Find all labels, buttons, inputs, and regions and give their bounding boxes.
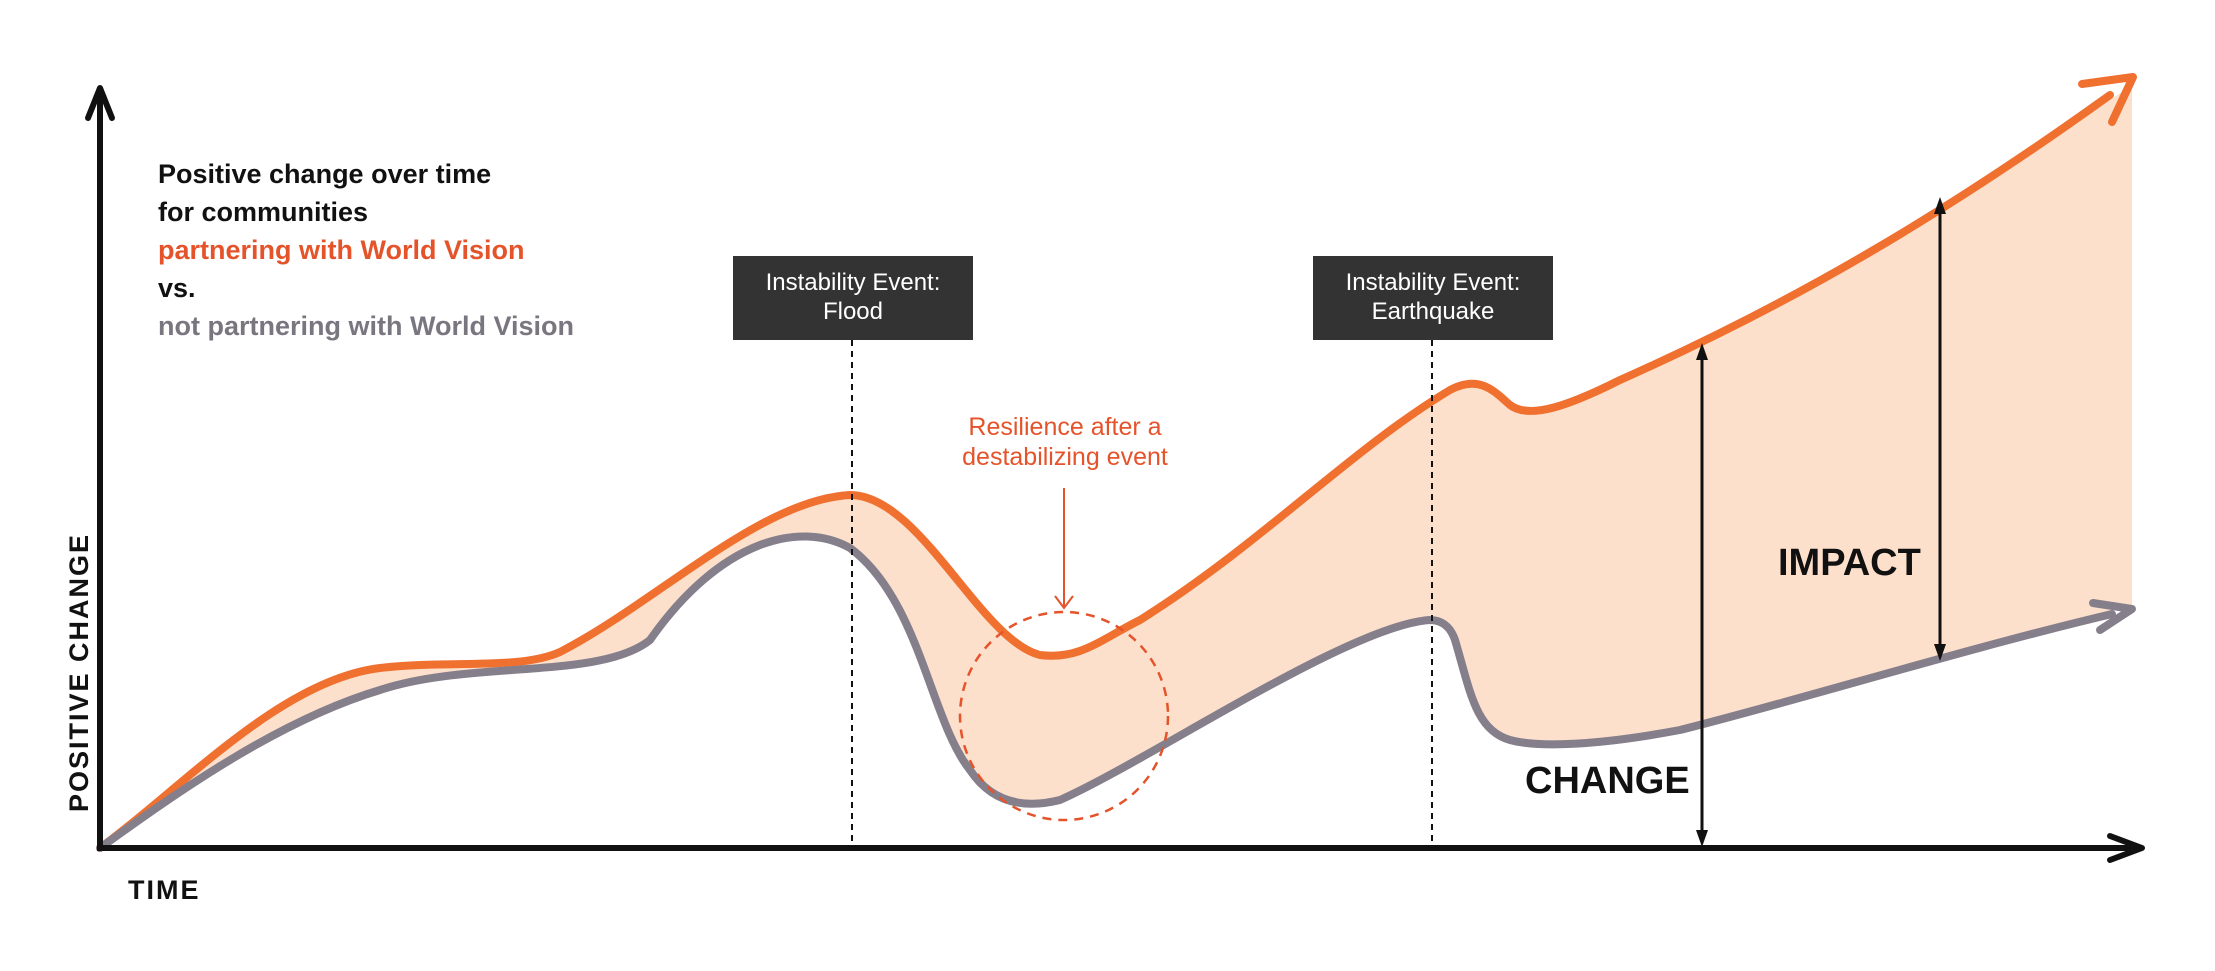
earthquake-event-box: Instability Event: Earthquake xyxy=(1313,256,1553,340)
change-arrow-bottom xyxy=(1696,830,1708,847)
legend-title-line-2: for communities xyxy=(158,197,369,227)
resilience-line-1: Resilience after a xyxy=(968,413,1162,441)
change-label: CHANGE xyxy=(1525,760,1690,802)
earthquake-event-title: Instability Event: xyxy=(1345,269,1521,296)
impact-arrow-bottom xyxy=(1934,644,1946,661)
x-axis-arrowhead xyxy=(2107,833,2145,863)
legend-title-line-1: Positive change over time xyxy=(158,159,492,189)
earthquake-event-name: Earthquake xyxy=(1371,298,1495,325)
change-arrow-top xyxy=(1696,343,1708,360)
y-axis-label: POSITIVE CHANGE xyxy=(64,532,94,812)
legend-vs: vs. xyxy=(158,273,196,303)
y-axis-arrowhead xyxy=(85,85,115,121)
impact-label: IMPACT xyxy=(1778,542,1921,584)
legend: Positive change over time for communitie… xyxy=(158,155,574,345)
partnering-curve xyxy=(96,91,2114,852)
resilience-arrowhead xyxy=(1054,595,1074,610)
resilience-circle xyxy=(958,610,1170,822)
not-partnering-curve xyxy=(96,532,2116,852)
impact-arrow-top xyxy=(1934,197,1946,214)
legend-not-partnering: not partnering with World Vision xyxy=(158,311,574,341)
flood-event-name: Flood xyxy=(822,298,884,325)
not-partnering-arrowhead xyxy=(2089,599,2136,634)
resilience-annotation: Resilience after a destabilizing event xyxy=(920,412,1210,472)
x-axis-label: TIME xyxy=(128,875,201,905)
legend-partnering: partnering with World Vision xyxy=(158,235,525,265)
partnering-arrowhead xyxy=(2078,73,2137,126)
flood-event-title: Instability Event: xyxy=(765,269,941,296)
resilience-line-2: destabilizing event xyxy=(962,443,1168,471)
flood-event-box: Instability Event: Flood xyxy=(733,256,973,340)
